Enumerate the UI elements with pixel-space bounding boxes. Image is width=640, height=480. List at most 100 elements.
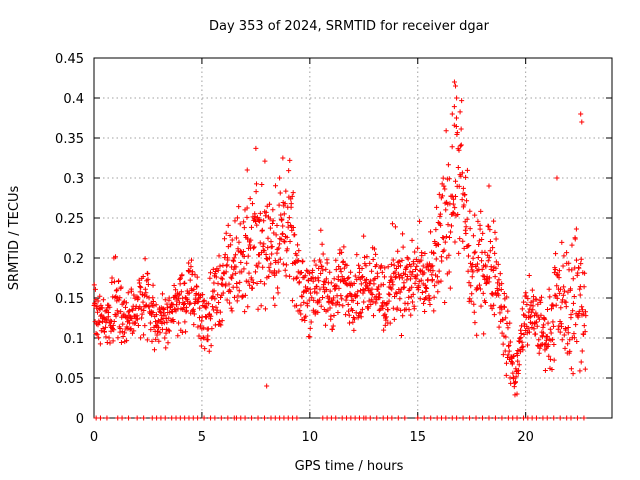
data-point: [486, 279, 492, 285]
x-tick-label: 0: [90, 430, 98, 445]
data-point: [165, 340, 171, 346]
data-point: [504, 294, 510, 300]
data-point: [194, 274, 200, 280]
data-point: [413, 276, 419, 282]
data-point: [323, 322, 329, 328]
data-point: [354, 252, 360, 258]
data-point: [463, 174, 469, 180]
x-tick-label: 20: [517, 430, 534, 445]
data-point: [408, 263, 414, 269]
data-point: [276, 268, 282, 274]
data-point: [358, 314, 364, 320]
data-point: [283, 188, 289, 194]
data-point: [314, 283, 320, 289]
data-point: [324, 286, 330, 292]
data-point: [234, 215, 240, 221]
data-point-zero: [141, 415, 147, 421]
data-point: [464, 167, 470, 173]
data-point: [315, 275, 321, 281]
data-point-peak: [578, 111, 584, 117]
data-point-peak: [579, 119, 585, 125]
data-point: [390, 257, 396, 263]
data-point: [367, 260, 373, 266]
data-point: [305, 286, 311, 292]
data-point: [229, 308, 235, 314]
data-point: [446, 176, 452, 182]
data-point: [423, 285, 429, 291]
data-point: [486, 223, 492, 229]
data-point: [142, 256, 148, 262]
data-point: [442, 186, 448, 192]
data-point: [311, 258, 317, 264]
data-point: [516, 367, 522, 373]
data-point: [382, 265, 388, 271]
data-point: [503, 334, 509, 340]
data-point: [260, 264, 266, 270]
data-point: [453, 115, 459, 121]
data-point: [543, 337, 549, 343]
data-point: [582, 366, 588, 372]
data-point: [467, 208, 473, 214]
data-point-zero: [115, 415, 121, 421]
data-point: [135, 316, 141, 322]
data-point: [123, 304, 129, 310]
data-point: [215, 267, 221, 273]
data-point: [567, 348, 573, 354]
data-point: [140, 299, 146, 305]
data-point: [407, 276, 413, 282]
y-tick-label: 0.1: [63, 332, 84, 347]
data-point: [488, 303, 494, 309]
data-point: [229, 237, 235, 243]
data-point-zero: [294, 415, 300, 421]
data-point: [234, 284, 240, 290]
data-point: [459, 170, 465, 176]
data-point: [327, 288, 333, 294]
data-point: [414, 272, 420, 278]
data-point: [388, 274, 394, 280]
data-point: [398, 333, 404, 339]
data-point: [341, 265, 347, 271]
data-point: [231, 258, 237, 264]
data-point: [527, 306, 533, 312]
data-point: [217, 263, 223, 269]
data-point: [486, 254, 492, 260]
data-points: [91, 79, 589, 421]
data-point: [285, 220, 291, 226]
data-point: [452, 239, 458, 245]
data-point: [510, 370, 516, 376]
data-point: [443, 234, 449, 240]
x-axis-label: GPS time / hours: [295, 459, 404, 474]
data-point: [185, 298, 191, 304]
data-point: [214, 307, 220, 313]
data-point: [150, 282, 156, 288]
data-point-zero: [262, 415, 268, 421]
data-point: [447, 285, 453, 291]
data-point: [471, 250, 477, 256]
data-point: [579, 304, 585, 310]
data-point-zero: [568, 415, 574, 421]
data-point: [576, 308, 582, 314]
data-point: [549, 367, 555, 373]
data-point: [497, 310, 503, 316]
data-point: [436, 191, 442, 197]
data-point: [386, 298, 392, 304]
data-point: [517, 335, 523, 341]
data-point: [146, 304, 152, 310]
data-point: [179, 329, 185, 335]
data-point: [462, 227, 468, 233]
data-point-peak: [486, 183, 492, 189]
data-point: [368, 301, 374, 307]
data-point: [521, 299, 527, 305]
data-point: [574, 338, 580, 344]
y-tick-label: 0.15: [55, 292, 84, 307]
data-point: [565, 330, 571, 336]
data-point: [236, 239, 242, 245]
data-point: [570, 308, 576, 314]
data-point: [182, 280, 188, 286]
data-point: [455, 164, 461, 170]
data-point: [307, 325, 313, 331]
data-point: [503, 372, 509, 378]
data-point: [530, 303, 536, 309]
